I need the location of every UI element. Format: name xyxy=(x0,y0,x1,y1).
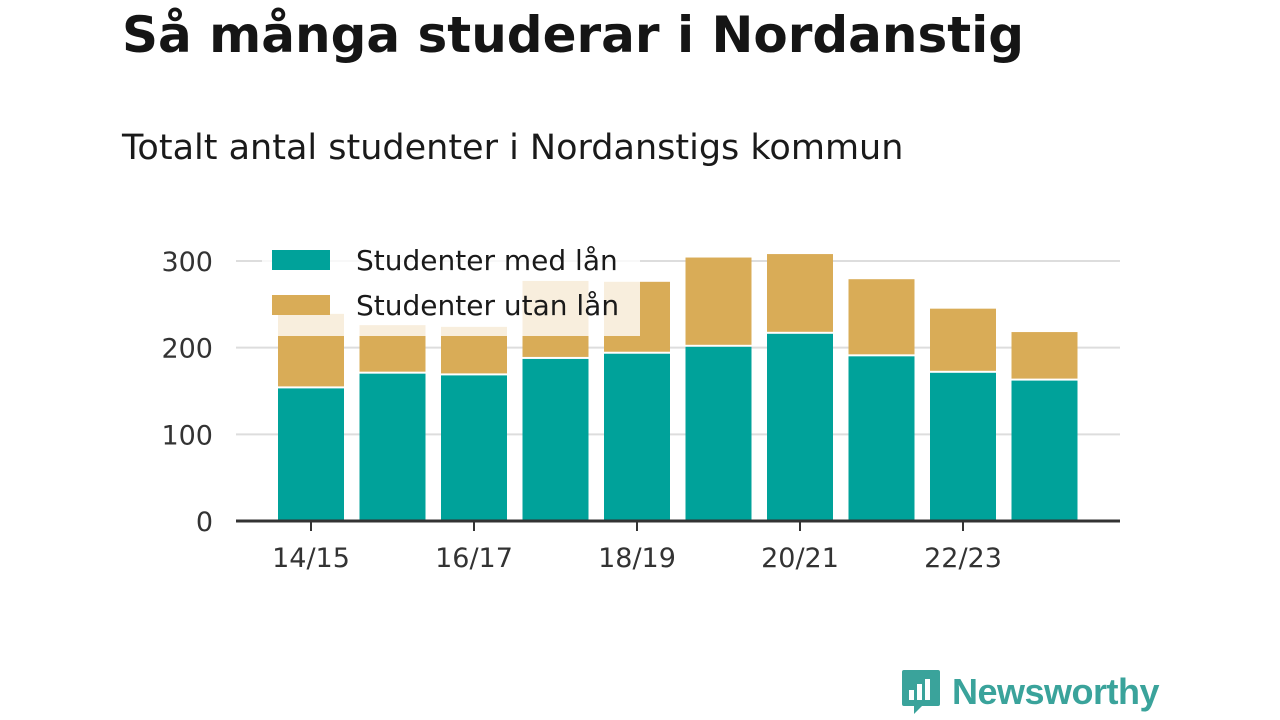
y-tick-label: 0 xyxy=(196,507,213,538)
bar-with-loan xyxy=(278,388,344,521)
bar-without-loan xyxy=(685,257,752,345)
y-tick-label: 200 xyxy=(161,334,213,365)
x-tick-label: 14/15 xyxy=(272,543,350,574)
y-tick-label: 300 xyxy=(161,247,213,278)
chart-subtitle: Totalt antal studenter i Nordanstigs kom… xyxy=(122,128,904,168)
bar-without-loan xyxy=(930,308,996,371)
x-tick-label: 16/17 xyxy=(435,543,513,574)
bar-with-loan xyxy=(441,375,507,521)
legend: Studenter med lån Studenter utan lån xyxy=(262,238,640,336)
x-tick-label: 20/21 xyxy=(761,543,839,574)
bar-with-loan xyxy=(685,346,752,521)
legend-swatch xyxy=(272,250,330,270)
x-tick-label: 18/19 xyxy=(598,543,676,574)
legend-label: Studenter utan lån xyxy=(356,289,619,322)
bar-with-loan xyxy=(604,353,670,521)
x-tick-label: 22/23 xyxy=(924,543,1002,574)
bar-without-loan xyxy=(848,279,915,355)
bar-with-loan xyxy=(1011,380,1078,521)
bars xyxy=(278,254,1078,521)
y-tick-label: 100 xyxy=(161,420,213,451)
newsworthy-logo: Newsworthy xyxy=(900,668,1160,716)
bar-with-loan xyxy=(848,356,915,521)
legend-label: Studenter med lån xyxy=(356,244,618,277)
bar-with-loan xyxy=(930,372,996,521)
legend-swatch xyxy=(272,295,330,315)
bar-without-loan xyxy=(1011,332,1078,379)
bar-without-loan xyxy=(767,254,833,332)
bar-with-loan xyxy=(522,358,589,521)
axes: 0 100 200 300 14/15 16/17 18/19 20/21 22/23 xyxy=(161,247,1120,574)
bar-with-loan xyxy=(359,373,426,521)
logo-text: Newsworthy xyxy=(952,671,1160,712)
newsworthy-bar-chart-icon xyxy=(902,670,940,714)
chart-title: Så många studerar i Nordanstig xyxy=(122,6,1025,64)
bar-with-loan xyxy=(767,333,833,521)
